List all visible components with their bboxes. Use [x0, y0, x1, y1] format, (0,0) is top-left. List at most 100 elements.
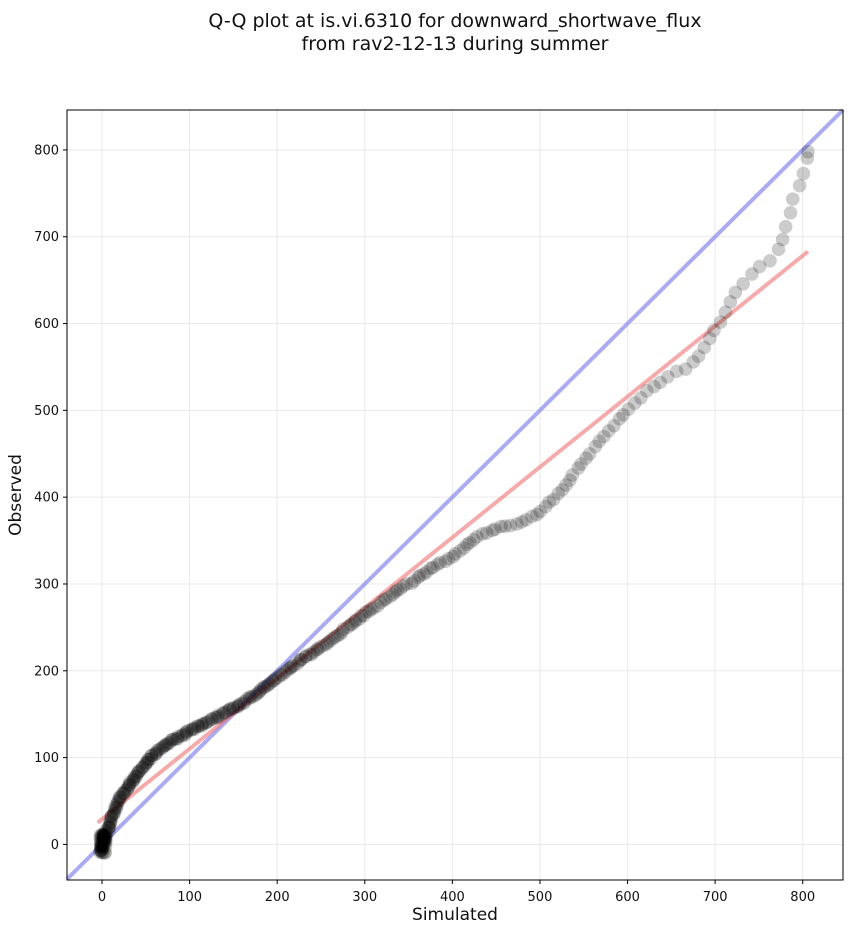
scatter-point [325, 632, 340, 646]
scatter-point [165, 733, 179, 748]
scatter-point [293, 652, 308, 667]
scatter-point [503, 518, 518, 533]
scatter-point [96, 830, 110, 845]
scatter-point [220, 704, 235, 718]
scatter-point [120, 783, 134, 797]
scatter-point [313, 640, 327, 654]
scatter-point [433, 555, 447, 570]
scatter-point [98, 835, 113, 850]
regression-fit-line [96, 249, 810, 825]
scatter-point [457, 541, 471, 555]
scatter-point [411, 570, 426, 584]
scatter-point [257, 679, 272, 694]
scatter-point [107, 801, 122, 815]
scatter-point [97, 828, 111, 843]
scatter-point [94, 827, 109, 842]
y-tick-label: 100 [34, 751, 59, 766]
scatter-point [284, 659, 299, 674]
y-axis-label: Observed [6, 454, 26, 536]
scatter-point [97, 829, 111, 843]
scatter-point [728, 285, 743, 300]
scatter-point [128, 769, 143, 784]
scatter-point [125, 775, 140, 789]
y-tick-label: 200 [34, 664, 59, 679]
scatter-point [653, 375, 668, 390]
scatter-point [800, 151, 815, 165]
scatter-point [470, 529, 484, 544]
scatter-point [399, 577, 414, 591]
scatter-point [367, 601, 381, 615]
scatter-point [612, 412, 627, 426]
scatter-point [191, 719, 205, 733]
scatter-point [93, 843, 108, 858]
scatter-point [475, 526, 490, 541]
scatter-point [546, 492, 561, 507]
scatter-point [99, 825, 113, 840]
scatter-point [159, 737, 173, 752]
scatter-point [103, 816, 118, 831]
scatter-point [138, 756, 153, 771]
scatter-point [194, 719, 209, 733]
scatter-point [588, 439, 603, 454]
scatter-point [441, 551, 456, 566]
scatter-point [131, 765, 146, 779]
scatter-point [343, 618, 357, 632]
scatter-point [98, 830, 113, 844]
scatter-point [226, 700, 241, 715]
scatter-point [212, 710, 226, 724]
scatter-point [179, 725, 194, 739]
scatter-point [775, 232, 790, 247]
scatter-point [579, 451, 593, 466]
scatter-point [93, 831, 108, 846]
scatter-point [133, 763, 148, 777]
scatter-point [321, 635, 335, 650]
scatter-point [226, 701, 240, 716]
scatter-point [601, 424, 616, 438]
scatter-point [697, 340, 712, 355]
identity-line-y-equals-x [65, 108, 845, 881]
scatter-point [231, 699, 246, 714]
scatter-point [107, 807, 121, 821]
scatter-point [647, 379, 661, 394]
y-tick-label: 700 [34, 230, 59, 245]
scatter-point [407, 574, 422, 588]
scatter-point [379, 592, 393, 606]
scatter-point [93, 840, 108, 855]
scatter-point [254, 682, 268, 697]
scatter-point [396, 579, 411, 593]
scatter-point [96, 827, 111, 842]
scatter-point [116, 787, 131, 801]
scatter-point [627, 396, 642, 410]
scatter-point [107, 804, 122, 818]
scatter-point [157, 738, 171, 753]
scatter-point [328, 630, 342, 645]
scatter-point [123, 775, 137, 789]
scatter-point [98, 833, 112, 848]
scatter-point [145, 748, 159, 763]
scatter-point [542, 495, 556, 509]
scatter-point [144, 751, 158, 766]
scatter-point [96, 831, 110, 846]
scatter-point [95, 838, 109, 852]
scatter-point [93, 828, 108, 843]
scatter-point [479, 526, 494, 540]
scatter-point [310, 642, 325, 656]
scatter-point [164, 732, 179, 747]
scatter-point [275, 668, 289, 682]
scatter-point [386, 587, 400, 602]
scatter-point [139, 755, 154, 770]
scatter-point [277, 665, 292, 680]
scatter-point [333, 627, 348, 641]
scatter-point [233, 697, 248, 711]
scatter-point [204, 712, 219, 726]
scatter-point [279, 663, 294, 678]
scatter-point [488, 522, 502, 537]
x-tick-label: 800 [790, 890, 815, 905]
scatter-point [95, 828, 110, 842]
scatter-point [319, 637, 333, 652]
scatter-point [292, 654, 307, 668]
scatter-point [121, 779, 136, 794]
scatter-point [796, 166, 811, 181]
scatter-point [201, 714, 216, 729]
scatter-point [159, 738, 173, 753]
